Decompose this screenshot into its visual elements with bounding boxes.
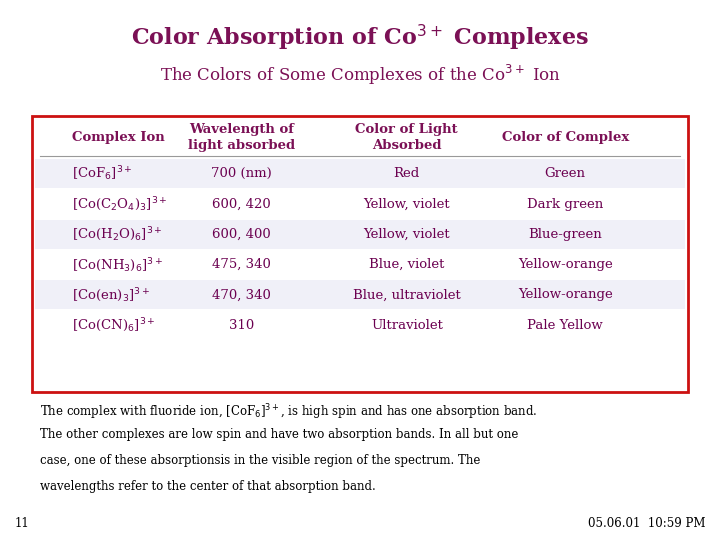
Text: Color Absorption of Co$^{3+}$ Complexes: Color Absorption of Co$^{3+}$ Complexes (131, 23, 589, 53)
Circle shape (439, 162, 684, 346)
FancyBboxPatch shape (35, 220, 685, 249)
Text: Blue-green: Blue-green (528, 228, 602, 241)
Text: Color of Light
Absorbed: Color of Light Absorbed (356, 123, 458, 152)
Text: Ultraviolet: Ultraviolet (371, 319, 443, 332)
Text: Blue, violet: Blue, violet (369, 258, 444, 271)
Text: 475, 340: 475, 340 (212, 258, 271, 271)
Circle shape (36, 162, 281, 346)
FancyBboxPatch shape (35, 159, 685, 188)
Text: case, one of these absorptionsis in the visible region of the spectrum. The: case, one of these absorptionsis in the … (40, 454, 480, 467)
Text: Dark green: Dark green (527, 198, 603, 211)
Text: 310: 310 (228, 319, 254, 332)
Text: 700 (nm): 700 (nm) (211, 167, 271, 180)
Text: 05.06.01  10:59 PM: 05.06.01 10:59 PM (588, 517, 706, 530)
FancyBboxPatch shape (35, 280, 685, 309)
Text: [Co(C$_2$O$_4$)$_3$]$^{3+}$: [Co(C$_2$O$_4$)$_3$]$^{3+}$ (72, 195, 168, 213)
Text: Yellow-orange: Yellow-orange (518, 288, 613, 301)
Text: [Co(CN)$_6$]$^{3+}$: [Co(CN)$_6$]$^{3+}$ (72, 316, 156, 334)
Text: wavelengths refer to the center of that absorption band.: wavelengths refer to the center of that … (40, 480, 375, 493)
Text: Wavelength of
light absorbed: Wavelength of light absorbed (188, 123, 294, 152)
Text: [Co(en)$_3$]$^{3+}$: [Co(en)$_3$]$^{3+}$ (72, 286, 150, 303)
Text: Green: Green (545, 167, 585, 180)
Text: [CoF$_6$]$^{3+}$: [CoF$_6$]$^{3+}$ (72, 165, 132, 183)
Text: 470, 340: 470, 340 (212, 288, 271, 301)
Text: 11: 11 (14, 517, 29, 530)
Text: Yellow, violet: Yellow, violet (364, 228, 450, 241)
Text: Red: Red (394, 167, 420, 180)
Text: 600, 420: 600, 420 (212, 198, 271, 211)
Text: Yellow-orange: Yellow-orange (518, 258, 613, 271)
Text: Blue, ultraviolet: Blue, ultraviolet (353, 288, 461, 301)
Text: Color of Complex: Color of Complex (502, 131, 629, 144)
Text: The Colors of Some Complexes of the Co$^{3+}$ Ion: The Colors of Some Complexes of the Co$^… (160, 63, 560, 86)
Text: Pale Yellow: Pale Yellow (527, 319, 603, 332)
Text: [Co(H$_2$O)$_6$]$^{3+}$: [Co(H$_2$O)$_6$]$^{3+}$ (72, 226, 163, 243)
Text: The complex with fluoride ion, [CoF$_6$]$^{3+}$, is high spin and has one absorp: The complex with fluoride ion, [CoF$_6$]… (40, 402, 537, 422)
Text: 600, 400: 600, 400 (212, 228, 271, 241)
Text: Complex Ion: Complex Ion (72, 131, 165, 144)
Text: The other complexes are low spin and have two absorption bands. In all but one: The other complexes are low spin and hav… (40, 428, 518, 441)
FancyBboxPatch shape (32, 116, 688, 392)
Text: Yellow, violet: Yellow, violet (364, 198, 450, 211)
Text: [Co(NH$_3$)$_6$]$^{3+}$: [Co(NH$_3$)$_6$]$^{3+}$ (72, 256, 163, 273)
